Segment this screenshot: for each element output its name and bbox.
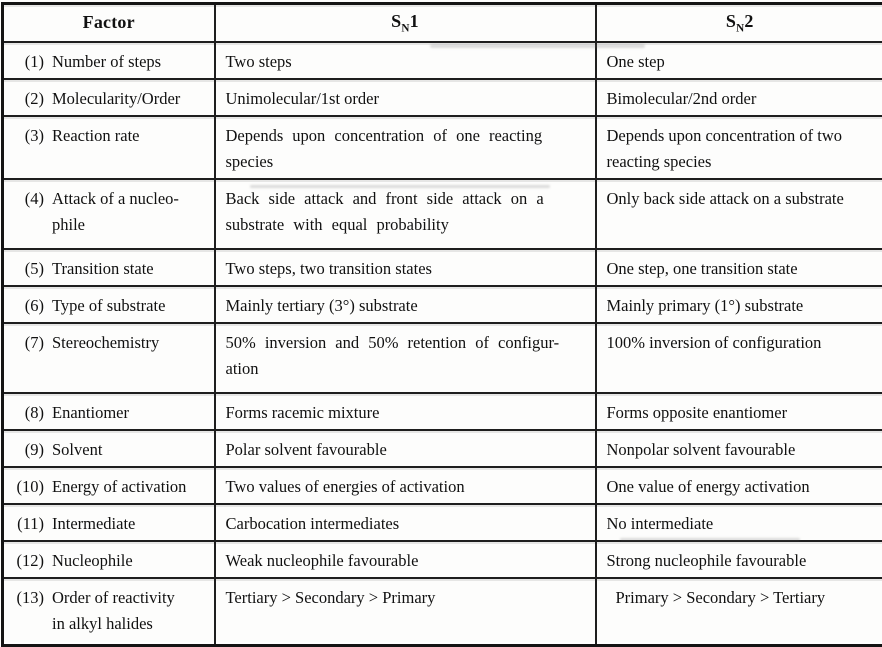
header-sn1: SN1 [215,4,596,42]
sn2-cell: 100% inversion of configuration [596,323,882,393]
sn2-cell: Forms opposite enantiomer [596,393,882,430]
sn1-cell: Weak nucleophile favourable [215,541,596,578]
table-row: (10) Energy of activation Two values of e… [3,467,882,504]
factor-label: Solvent [52,437,102,463]
factor-cell: (12) Nucleophile [3,541,215,578]
header-row: Factor SN1 SN2 [3,4,882,42]
table-row: (3) Reaction rate Depends upon concentrat… [3,116,882,179]
factor-number: (12) [8,548,44,574]
table-row: (1) Number of steps Two steps One step [3,42,882,79]
table-row: (8) Enantiomer Forms racemic mixture Form… [3,393,882,430]
sn1-cell: Depends upon concentration of one reacti… [215,116,596,179]
factor-label: Attack of a nucleo- phile [52,186,179,238]
factor-label: Energy of activation [52,474,186,500]
factor-number: (7) [8,330,44,356]
sn1-cell: Back side attack and front side attack o… [215,179,596,249]
factor-number: (4) [8,186,44,212]
table-row: (4) Attack of a nucleo- phile Back side a… [3,179,882,249]
factor-number: (1) [8,49,44,75]
sn1-cell: Polar solvent favourable [215,430,596,467]
sn2-cell: Nonpolar solvent favourable [596,430,882,467]
sn1-cell: Tertiary > Secondary > Primary [215,578,596,646]
sn2-cell: Primary > Secondary > Tertiary [596,578,882,646]
factor-label: Intermediate [52,511,135,537]
sn1-cell: Mainly tertiary (3°) substrate [215,286,596,323]
factor-number: (11) [8,511,44,537]
table-row: (5) Transition state Two steps, two trans… [3,249,882,286]
factor-label: Number of steps [52,49,161,75]
factor-cell: (10) Energy of activation [3,467,215,504]
factor-cell: (8) Enantiomer [3,393,215,430]
factor-cell: (4) Attack of a nucleo- phile [3,179,215,249]
sn2-cell: Depends upon concentration of two reacti… [596,116,882,179]
sn2-cell: Mainly primary (1°) substrate [596,286,882,323]
factor-cell: (1) Number of steps [3,42,215,79]
factor-cell: (3) Reaction rate [3,116,215,179]
header-sn2: SN2 [596,4,882,42]
sn1-cell: Forms racemic mixture [215,393,596,430]
sn1-cell: Two values of energies of activation [215,467,596,504]
factor-number: (5) [8,256,44,282]
sn2-cell: No intermediate [596,504,882,541]
factor-number: (3) [8,123,44,149]
sn2-cell: One step, one transition state [596,249,882,286]
factor-number: (9) [8,437,44,463]
factor-label: Transition state [52,256,154,282]
sn2-cell: Only back side attack on a substrate [596,179,882,249]
factor-label: Stereochemistry [52,330,159,356]
sn2-number: 2 [744,11,753,31]
sn2-cell: Bimolecular/2nd order [596,79,882,116]
factor-cell: (6) Type of substrate [3,286,215,323]
factor-number: (10) [8,474,44,500]
sn1-cell: 50% inversion and 50% retention of confi… [215,323,596,393]
sn1-cell: Two steps [215,42,596,79]
sn1-number: 1 [410,11,419,31]
sn1-base: S [391,11,401,31]
sn2-cell: One value of energy activation [596,467,882,504]
sn1-subscript: N [401,23,409,35]
factor-label: Reaction rate [52,123,140,149]
sn2-cell: Strong nucleophile favourable [596,541,882,578]
factor-label: Molecularity/Order [52,86,180,112]
table-row: (11) Intermediate Carbocation intermediat… [3,504,882,541]
factor-label: Nucleophile [52,548,133,574]
factor-cell: (7) Stereochemistry [3,323,215,393]
table-row: (12) Nucleophile Weak nucleophile favoura… [3,541,882,578]
table-row: (9) Solvent Polar solvent favourable Nonp… [3,430,882,467]
factor-label: Enantiomer [52,400,129,426]
sn1-cell: Unimolecular/1st order [215,79,596,116]
factor-cell: (13) Order of reactivity in alkyl halides [3,578,215,646]
factor-number: (2) [8,86,44,112]
header-factor: Factor [3,4,215,42]
factor-label: Order of reactivity in alkyl halides [52,585,175,637]
factor-cell: (2) Molecularity/Order [3,79,215,116]
sn1-cell: Carbocation intermediates [215,504,596,541]
factor-cell: (5) Transition state [3,249,215,286]
factor-label: Type of substrate [52,293,165,319]
table-row: (7) Stereochemistry 50% inversion and 50%… [3,323,882,393]
sn2-base: S [726,11,736,31]
factor-number: (8) [8,400,44,426]
table-row: (2) Molecularity/Order Unimolecular/1st o… [3,79,882,116]
sn2-cell: One step [596,42,882,79]
factor-number: (13) [8,585,44,611]
table-row: (6) Type of substrate Mainly tertiary (3°… [3,286,882,323]
sn1-cell: Two steps, two transition states [215,249,596,286]
table-row: (13) Order of reactivity in alkyl halides… [3,578,882,646]
factor-cell: (11) Intermediate [3,504,215,541]
factor-cell: (9) Solvent [3,430,215,467]
factor-number: (6) [8,293,44,319]
